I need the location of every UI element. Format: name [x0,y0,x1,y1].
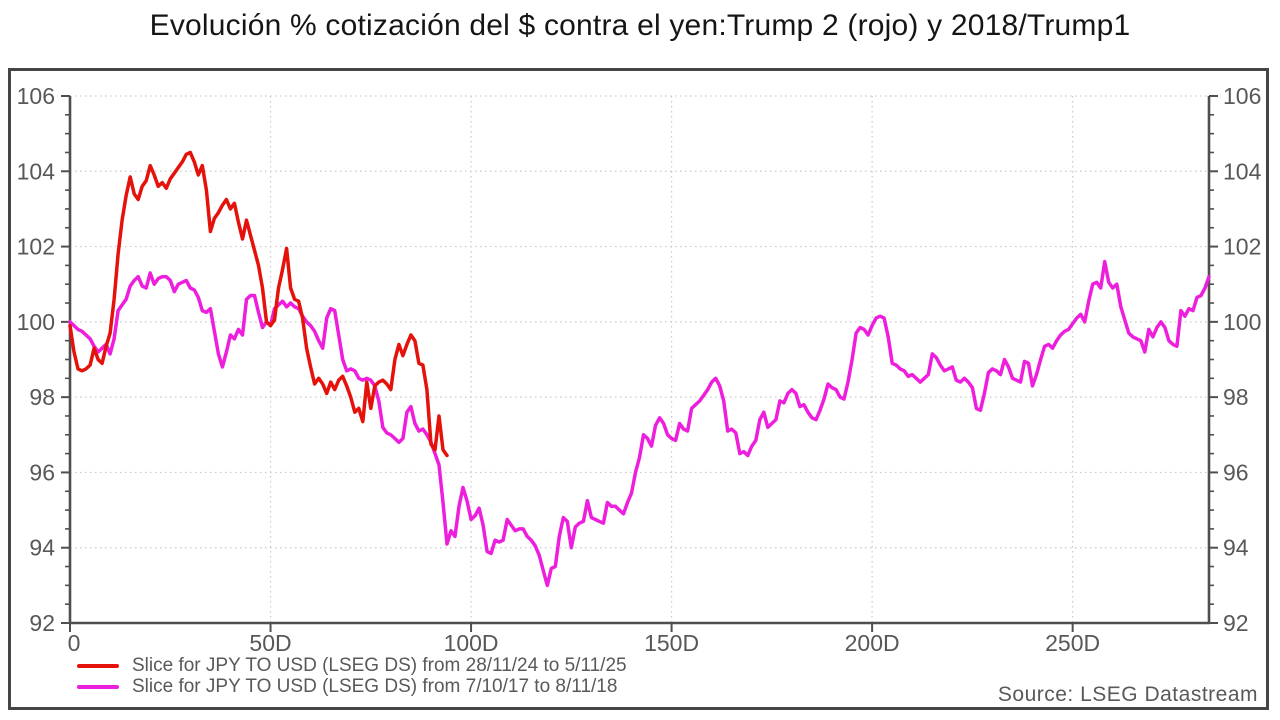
y-tick-label: 100 [1223,309,1261,335]
chart-frame [8,68,1269,710]
y-tick-label: 96 [1223,459,1249,485]
legend-item-trump2: Slice for JPY TO USD (LSEG DS) from 28/1… [77,655,627,676]
x-tick-label: 150D [644,630,699,656]
x-tick-label: 200D [845,630,900,656]
series-line-2018 [68,259,1211,588]
x-tick-label: 0 [68,630,81,656]
source-note: Source: LSEG Datastream [997,683,1258,706]
y-tick-label: 92 [1223,610,1249,636]
x-tick-label: 100D [444,630,499,656]
chart-legend: Slice for JPY TO USD (LSEG DS) from 28/1… [77,655,627,697]
legend-item-2018: Slice for JPY TO USD (LSEG DS) from 7/10… [77,676,627,697]
legend-label-trump2: Slice for JPY TO USD (LSEG DS) from 28/1… [132,654,627,676]
x-tick-label: 50D [249,630,291,656]
series-line-trump2 [68,150,449,458]
y-tick-label: 96 [29,459,55,485]
y-tick-label: 98 [1223,384,1249,410]
y-tick-label: 92 [29,610,55,636]
y-tick-label: 100 [17,309,55,335]
legend-swatch-magenta [77,684,119,689]
chart-title: Evolución % cotización del $ contra el y… [149,9,1131,42]
y-tick-label: 94 [29,535,55,561]
legend-swatch-red [77,663,119,668]
y-tick-label: 104 [1223,158,1262,184]
legend-label-2018: Slice for JPY TO USD (LSEG DS) from 7/10… [132,675,618,697]
y-tick-label: 106 [1223,83,1261,109]
y-tick-label: 106 [17,83,55,109]
y-tick-label: 98 [29,384,55,410]
y-tick-label: 104 [17,158,56,184]
y-tick-label: 102 [17,234,55,260]
x-tick-label: 250D [1045,630,1100,656]
y-tick-label: 94 [1223,535,1249,561]
y-tick-label: 102 [1223,234,1261,260]
